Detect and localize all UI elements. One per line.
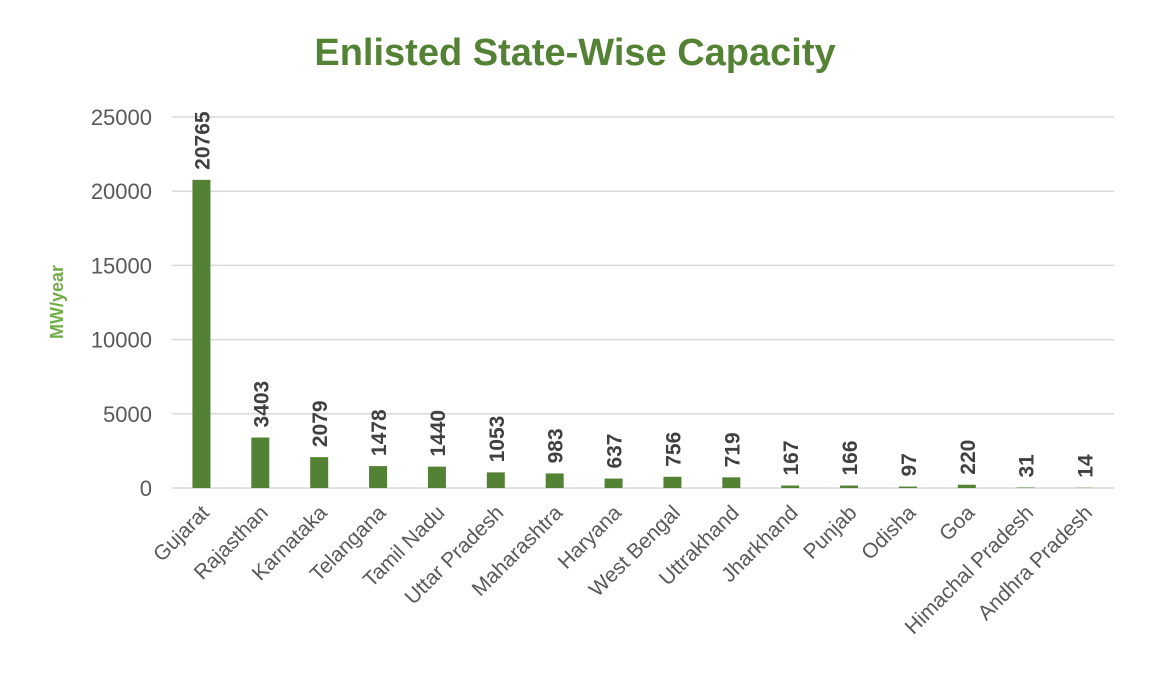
data-label: 983 [545, 428, 568, 463]
data-label: 20765 [191, 111, 214, 170]
x-axis-categories: GujaratRajasthanKarnatakaTelanganaTamil … [149, 501, 1097, 639]
bar-uttar-pradesh [486, 472, 505, 488]
bar-goa [957, 484, 976, 488]
bar-tamil-nadu [427, 466, 446, 488]
data-label: 1440 [427, 410, 450, 457]
bar-west-bengal [663, 476, 682, 488]
bar-punjab [840, 485, 859, 488]
bar-maharashtra [545, 473, 564, 488]
data-label: 719 [721, 432, 744, 467]
bar-uttrakhand [722, 477, 741, 488]
bar-haryana [604, 478, 623, 488]
y-tick-label: 0 [140, 476, 152, 501]
data-label: 1053 [486, 416, 509, 463]
y-tick-label: 10000 [91, 328, 152, 353]
y-tick-label: 15000 [91, 253, 152, 278]
data-labels: 20765 3403 2079 1478 1440 1053 983 637 756 719 167… [191, 111, 1097, 478]
y-tick-label: 25000 [91, 105, 152, 130]
bar-odisha [898, 486, 917, 488]
bar-gujarat [192, 179, 211, 488]
data-label: 167 [780, 440, 803, 475]
data-label: 3403 [250, 381, 273, 428]
y-axis-ticks: 0 5000 10000 15000 20000 25000 [91, 105, 152, 501]
bar-karnataka [310, 457, 329, 488]
data-label: 1478 [368, 409, 391, 456]
x-tick-label: Odisha [857, 501, 921, 565]
data-label: 2079 [309, 400, 332, 447]
data-label: 166 [839, 440, 862, 475]
gridlines [172, 116, 1114, 489]
bar-rajasthan [251, 437, 270, 488]
chart-title: Enlisted State-Wise Capacity [314, 32, 835, 74]
bar-telangana [369, 466, 388, 488]
x-tick-label: Punjab [799, 501, 862, 564]
bars [192, 179, 1094, 488]
x-tick-label: Goa [935, 501, 980, 546]
y-tick-label: 5000 [103, 402, 152, 427]
y-tick-label: 20000 [91, 179, 152, 204]
data-label: 31 [1016, 454, 1039, 478]
data-label: 97 [898, 453, 921, 476]
data-label: 637 [604, 434, 627, 469]
data-label: 756 [662, 432, 685, 467]
data-label: 220 [957, 440, 980, 475]
bar-jharkhand [781, 485, 800, 488]
data-label: 14 [1075, 454, 1098, 478]
y-axis-label: MW/year [47, 265, 67, 339]
